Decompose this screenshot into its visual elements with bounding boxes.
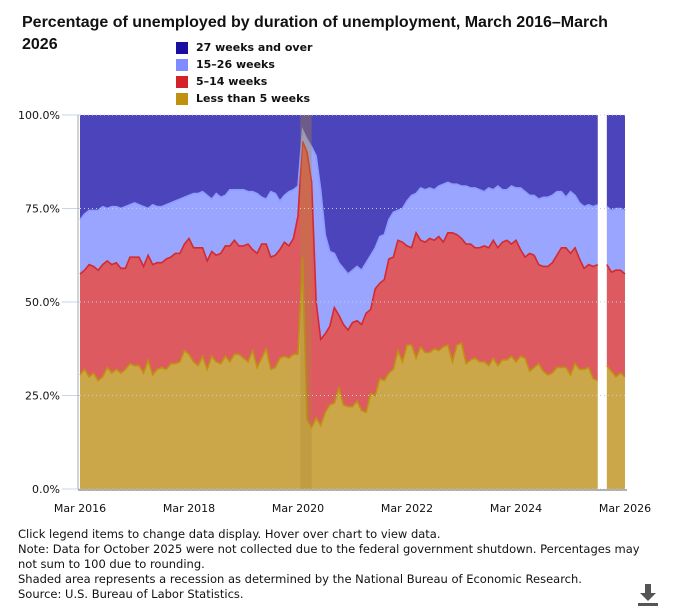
y-tick-label: 25.0% <box>25 390 60 403</box>
legend-item-5-14-weeks[interactable]: 5–14 weeks <box>176 73 312 90</box>
legend-item-27-weeks-and-over[interactable]: 27 weeks and over <box>176 39 312 56</box>
area-less-than-5-weeks <box>80 257 598 489</box>
instructions-text: Click legend items to change data displa… <box>18 527 441 541</box>
x-tick-label: Mar 2024 <box>490 502 542 515</box>
chart-notes: Click legend items to change data displa… <box>18 527 658 602</box>
legend-item-15-26-weeks[interactable]: 15–26 weeks <box>176 56 312 73</box>
plot-area[interactable]: 0.0% 25.0% 50.0% 75.0% 100.0% Mar 2016 Mar 201… <box>0 0 684 520</box>
y-tick-label: 0.0% <box>32 483 60 496</box>
legend-swatch <box>176 58 188 71</box>
download-icon <box>638 584 658 606</box>
x-tick-label: Mar 2020 <box>272 502 324 515</box>
legend: 27 weeks and over 15–26 weeks 5–14 weeks… <box>176 39 312 107</box>
line-15-26-weeks <box>79 126 599 276</box>
y-tick-label: 100.0% <box>18 109 60 122</box>
x-tick-label: Mar 2026 <box>599 502 651 515</box>
line-less-than-5-weeks <box>79 257 599 429</box>
download-button[interactable] <box>637 583 659 607</box>
area-27-weeks-and-over <box>606 115 625 211</box>
area-27-weeks-and-over <box>80 115 598 274</box>
recession-band <box>300 115 312 489</box>
legend-label: 5–14 weeks <box>196 75 268 88</box>
recession-note: Shaded area represents a recession as de… <box>18 572 582 586</box>
line-5-14-weeks <box>79 140 599 342</box>
area-5-14-weeks <box>80 141 598 428</box>
legend-swatch <box>176 92 188 105</box>
source-text: Source: U.S. Bureau of Labor Statistics. <box>18 587 244 601</box>
y-tick-label: 50.0% <box>25 296 60 309</box>
legend-label: Less than 5 weeks <box>196 92 310 105</box>
legend-label: 27 weeks and over <box>196 41 313 54</box>
legend-label: 15–26 weeks <box>196 58 275 71</box>
note-text: Note: Data for October 2025 were not col… <box>18 542 640 571</box>
legend-item-less-than-5-weeks[interactable]: Less than 5 weeks <box>176 90 312 107</box>
x-tick-label: Mar 2016 <box>54 502 106 515</box>
legend-swatch <box>176 41 188 54</box>
area-5-14-weeks <box>606 264 625 377</box>
legend-swatch <box>176 75 188 88</box>
y-tick-label: 75.0% <box>25 203 60 216</box>
line-less-than-5-weeks <box>606 365 626 378</box>
line-15-26-weeks <box>606 206 626 212</box>
area-less-than-5-weeks <box>606 365 625 489</box>
line-5-14-weeks <box>606 264 626 275</box>
area-15-26-weeks <box>80 129 598 340</box>
chart-title: Percentage of unemployed by duration of … <box>22 14 608 53</box>
area-15-26-weeks <box>606 206 625 274</box>
x-tick-label: Mar 2022 <box>381 502 433 515</box>
x-tick-label: Mar 2018 <box>163 502 215 515</box>
